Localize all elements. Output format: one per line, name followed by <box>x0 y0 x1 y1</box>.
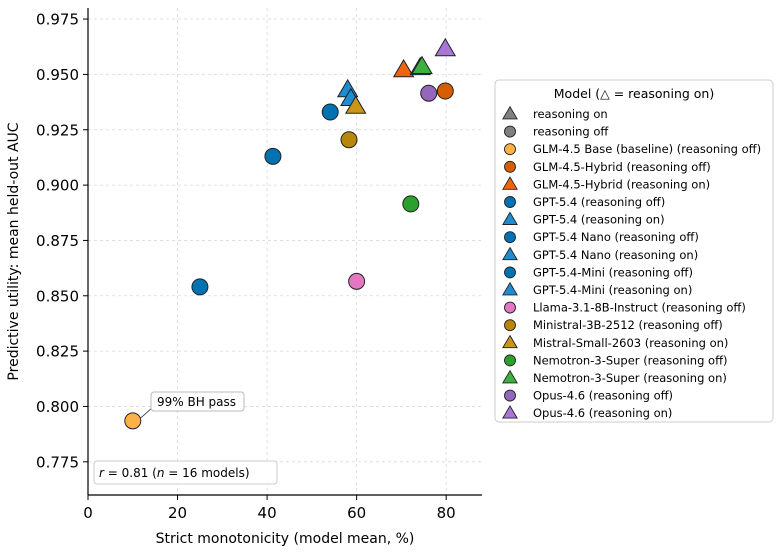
legend-marker-circle <box>504 231 516 244</box>
legend-marker-triangle <box>502 105 518 120</box>
legend-entry-label: GPT-5.4 (reasoning on) <box>533 213 665 227</box>
data-point-triangle <box>344 95 367 114</box>
data-point-circle <box>402 195 420 213</box>
y-tick-label: 0.975 <box>36 11 79 29</box>
legend-entry-label: GPT-5.4 Nano (reasoning off) <box>533 230 699 244</box>
data-point-circle <box>436 82 454 100</box>
legend-marker-circle <box>504 354 516 367</box>
legend-marker-triangle <box>502 281 518 296</box>
ticks-layer: 0 20 40 60 80 0.775 0.800 0.825 0.850 0.875 0.900 0… <box>36 11 456 522</box>
legend-marker-triangle <box>502 211 518 225</box>
correlation-text: r = 0.81 (n = 16 models) <box>99 466 250 480</box>
correlation-box <box>93 460 278 485</box>
grid-layer <box>87 8 482 495</box>
legend-entry-label: GPT-5.4 Nano (reasoning on) <box>533 248 698 262</box>
legend-entry-label: Opus-4.6 (reasoning off) <box>533 389 673 403</box>
y-tick-label: 0.950 <box>36 66 79 84</box>
legend-entry-label: reasoning off <box>533 125 609 139</box>
y-tick-label: 0.775 <box>36 453 79 471</box>
data-point-circle <box>124 412 142 430</box>
bh-annotation-arrow <box>140 407 153 419</box>
data-point-circle <box>340 131 358 149</box>
legend-marker-triangle <box>502 405 518 419</box>
legend-marker-triangle <box>502 246 518 261</box>
data-point-circle <box>348 272 366 290</box>
legend-marker-triangle <box>502 334 518 349</box>
legend-entry-label: Llama-3.1-8B-Instruct (reasoning off) <box>533 301 746 315</box>
legend-marker-circle <box>504 389 516 402</box>
x-axis-title: Strict monotonicity (model mean, %) <box>156 531 415 547</box>
legend-entry-label: GLM-4.5 Base (baseline) (reasoning off) <box>533 142 761 156</box>
data-point-circle <box>191 278 209 296</box>
points-layer <box>124 37 457 430</box>
y-tick-label: 0.850 <box>36 287 79 305</box>
x-tick-label: 80 <box>437 504 456 522</box>
legend-title: Model (△ = reasoning on) <box>554 86 714 101</box>
legend-marker-circle <box>504 160 516 173</box>
legend-entry-label: Opus-4.6 (reasoning on) <box>533 406 672 420</box>
legend-marker-circle <box>504 319 516 332</box>
annotation-layer: 99% BH pass r = 0.81 (n = 16 models) <box>93 391 278 485</box>
legend-marker-circle <box>504 266 516 279</box>
x-tick-label: 60 <box>347 504 366 522</box>
legend-marker-triangle <box>502 369 518 384</box>
legend-marker-triangle <box>502 176 518 190</box>
x-tick-label: 40 <box>258 504 277 522</box>
data-point-circle <box>420 84 438 102</box>
y-tick-label: 0.925 <box>36 121 79 139</box>
legend-entry-label: Ministral-3B-2512 (reasoning off) <box>533 318 723 332</box>
legend-entry-label: GPT-5.4-Mini (reasoning off) <box>533 265 693 279</box>
legend-marker-circle <box>504 301 516 314</box>
y-tick-label: 0.800 <box>36 398 79 416</box>
y-tick-label: 0.825 <box>36 343 79 361</box>
legend-entry-label: Mistral-Small-2603 (reasoning on) <box>533 336 728 350</box>
x-tick-label: 20 <box>168 504 187 522</box>
legend-marker-circle <box>504 125 516 138</box>
legend-entry-label: Nemotron-3-Super (reasoning on) <box>533 371 727 385</box>
data-point-circle <box>321 103 339 121</box>
x-tick-label: 0 <box>83 504 93 522</box>
legend-entry-label: GPT-5.4-Mini (reasoning on) <box>533 283 692 297</box>
legend-entry-label: GPT-5.4 (reasoning off) <box>533 195 665 209</box>
data-point-circle <box>264 147 282 165</box>
legend-entry-label: GLM-4.5-Hybrid (reasoning on) <box>533 177 710 191</box>
legend-entry-label: Nemotron-3-Super (reasoning off) <box>533 353 727 367</box>
y-tick-label: 0.900 <box>36 177 79 195</box>
axes-layer <box>87 8 482 496</box>
data-point-triangle <box>411 55 433 74</box>
legend-marker-circle <box>504 196 516 208</box>
bh-annotation-box <box>150 391 245 412</box>
data-point-triangle <box>434 37 457 57</box>
bh-annotation-label: 99% BH pass <box>157 395 236 409</box>
y-axis-title: Predictive utility: mean held-out AUC <box>6 122 22 380</box>
data-point-triangle <box>392 58 415 78</box>
legend-marker-circle <box>504 143 516 156</box>
legend-entry-label: GLM-4.5-Hybrid (reasoning off) <box>533 160 711 174</box>
legend-box <box>494 79 774 423</box>
y-tick-label: 0.875 <box>36 232 79 250</box>
legend: Model (△ = reasoning on) reasoning on reas… <box>494 79 774 423</box>
legend-entry-label: reasoning on <box>533 107 608 121</box>
